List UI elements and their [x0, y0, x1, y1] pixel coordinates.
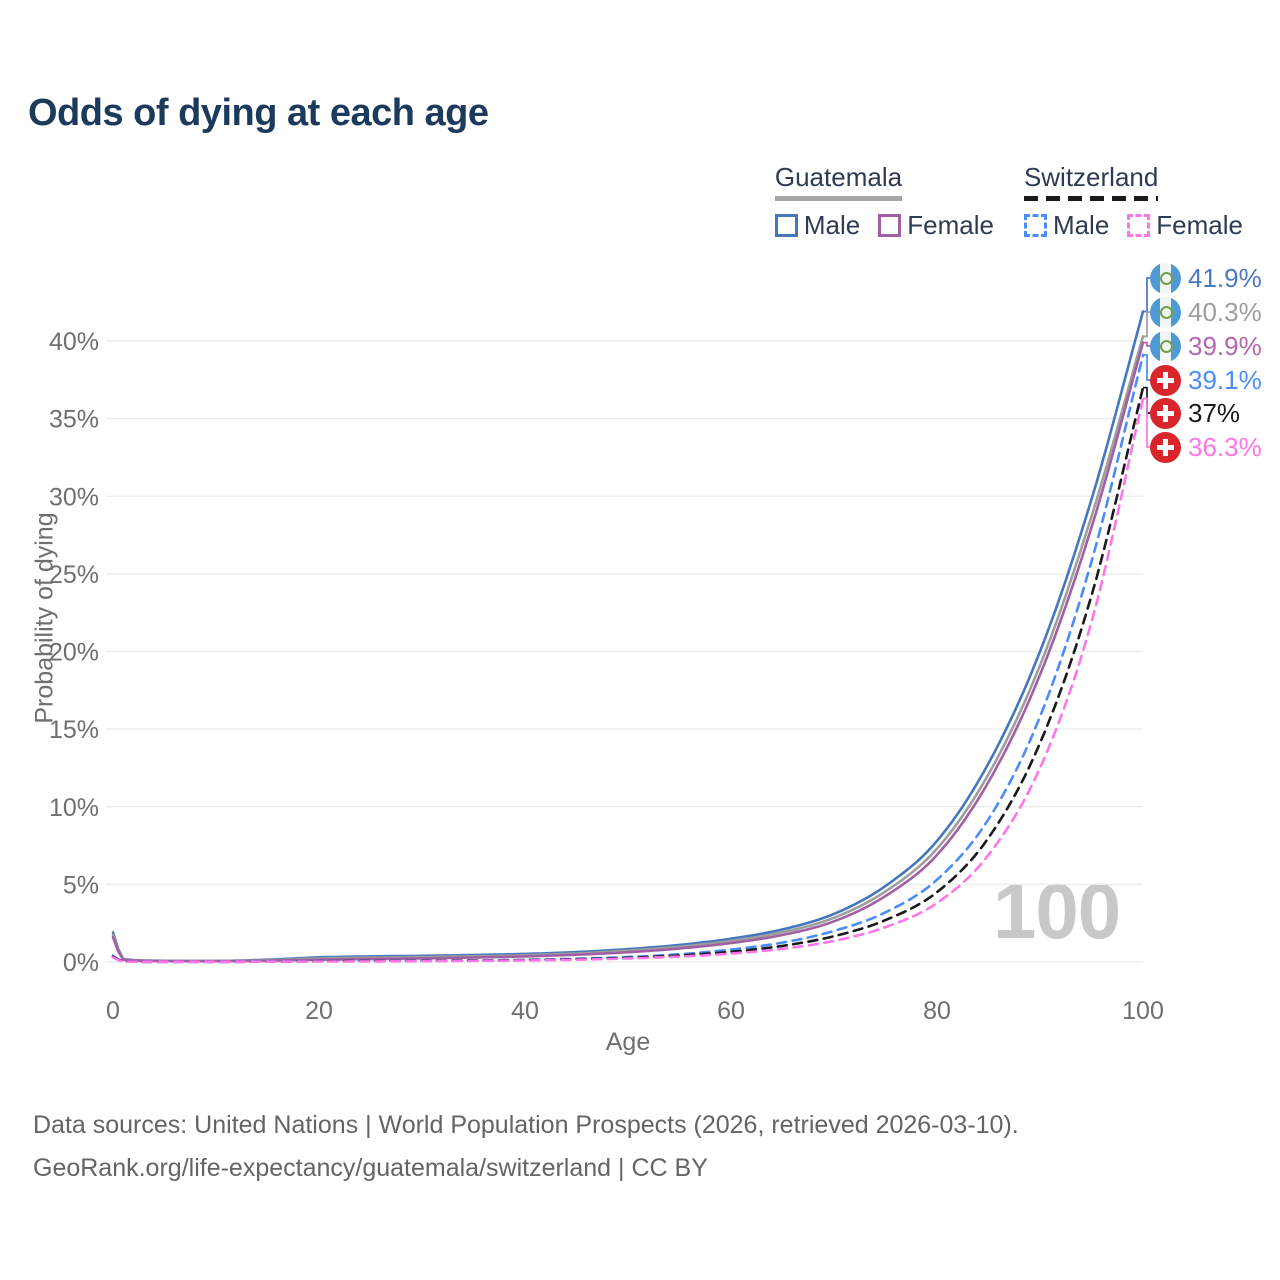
footer-line-2: GeoRank.org/life-expectancy/guatemala/sw… [33, 1154, 708, 1182]
switzerland-flag-icon [1150, 431, 1181, 463]
y-tick-25%: 25% [49, 561, 99, 589]
end-value-switzerland-both: 37% [1188, 397, 1241, 428]
swiss-cross-icon [1157, 377, 1174, 383]
x-axis-title: Age [605, 1028, 651, 1056]
y-tick-15%: 15% [49, 716, 99, 744]
age-watermark: 100 [993, 867, 1121, 955]
legend-group-guatemala-header: Guatemala [774, 162, 903, 201]
checkbox-switzerland-male[interactable] [1023, 214, 1047, 237]
legend-group-switzerland-header: Switzerland [1023, 162, 1159, 201]
x-tick-40: 40 [511, 997, 539, 1025]
series-line-switzerland-both-sexes[interactable] [111, 386, 1145, 964]
y-tick-40%: 40% [49, 328, 99, 356]
legend-items-guatemala: Male Female [774, 210, 994, 241]
legend-item-switzerland-female[interactable]: Female [1127, 210, 1243, 241]
end-value-guatemala-both: 40.3% [1188, 296, 1262, 327]
leader-lines [1143, 277, 1151, 448]
y-tick-30%: 30% [49, 483, 99, 511]
guatemala-emblem-icon [1159, 306, 1173, 319]
legend-item-switzerland-male[interactable]: Male [1023, 210, 1110, 241]
series-line-switzerland-female[interactable] [111, 397, 1145, 964]
leader-line-1 [1143, 311, 1151, 338]
legend-group-guatemala: Guatemala Male Female [774, 162, 994, 241]
legend-underline-solid [774, 196, 903, 201]
checkbox-switzerland-female[interactable] [1127, 214, 1151, 237]
guatemala-flag-icon [1150, 262, 1181, 294]
series-lines [111, 310, 1145, 964]
x-tick-0: 0 [106, 997, 120, 1025]
legend-label-switzerland-male: Male [1052, 210, 1110, 240]
end-label-guatemala-both: 40.3% [1150, 295, 1262, 329]
end-value-guatemala-female: 39.9% [1188, 330, 1262, 361]
end-label-switzerland-both: 37% [1150, 396, 1240, 430]
y-gridlines [106, 340, 1143, 963]
y-tick-0%: 0% [63, 949, 99, 977]
leader-line-3 [1143, 354, 1151, 381]
guatemala-emblem-icon [1159, 272, 1173, 285]
legend-label-guatemala-male: Male [803, 210, 861, 240]
end-value-switzerland-male: 39.1% [1188, 364, 1262, 395]
footer-line-1: Data sources: United Nations | World Pop… [33, 1111, 1019, 1139]
page-title: Odds of dying at each age [28, 92, 489, 134]
leader-line-0 [1143, 277, 1151, 313]
end-value-guatemala-male: 41.9% [1188, 262, 1262, 293]
end-value-switzerland-female: 36.3% [1188, 431, 1262, 462]
x-tick-80: 80 [923, 997, 951, 1025]
guatemala-emblem-icon [1159, 340, 1173, 353]
series-line-guatemala-male[interactable] [111, 310, 1145, 963]
series-line-guatemala-both-sexes[interactable] [111, 335, 1145, 963]
legend-label-guatemala-female: Female [907, 210, 994, 240]
series-line-switzerland-male[interactable] [111, 353, 1145, 964]
leader-line-2 [1143, 341, 1151, 347]
legend-underline-dashed [1023, 196, 1159, 201]
chart-legend: Guatemala Male Female Switzerland [774, 162, 1243, 241]
swiss-cross-icon [1157, 444, 1174, 450]
leader-line-5 [1143, 397, 1151, 448]
legend-item-guatemala-male[interactable]: Male [774, 210, 861, 241]
y-tick-35%: 35% [49, 406, 99, 434]
y-tick-10%: 10% [49, 794, 99, 822]
legend-items-switzerland: Male Female [1023, 210, 1243, 241]
guatemala-flag-icon [1150, 296, 1181, 328]
legend-title-switzerland: Switzerland [1023, 162, 1159, 192]
checkbox-guatemala-male[interactable] [774, 214, 798, 237]
end-label-switzerland-female: 36.3% [1150, 430, 1262, 464]
legend-item-guatemala-female[interactable]: Female [878, 210, 994, 241]
legend-label-switzerland-female: Female [1156, 210, 1243, 240]
x-tick-20: 20 [305, 997, 333, 1025]
switzerland-flag-icon [1150, 364, 1181, 396]
checkbox-guatemala-female[interactable] [878, 214, 902, 237]
switzerland-flag-icon [1150, 397, 1181, 429]
data-source-footer: Data sources: United Nations | World Pop… [33, 1104, 1019, 1190]
y-tick-5%: 5% [63, 871, 99, 899]
end-label-guatemala-male: 41.9% [1150, 261, 1262, 295]
swiss-cross-icon [1157, 410, 1174, 416]
y-axis-title: Probability of dying [30, 512, 59, 724]
legend-title-guatemala: Guatemala [774, 162, 903, 192]
end-label-switzerland-male: 39.1% [1150, 363, 1262, 397]
x-tick-60: 60 [717, 997, 745, 1025]
guatemala-flag-icon [1150, 330, 1181, 362]
x-tick-labels: 0 20 40 60 80 100 [106, 997, 1164, 1025]
y-tick-20%: 20% [49, 639, 99, 667]
x-tick-100: 100 [1122, 997, 1164, 1025]
y-tick-labels: 0% 5% 10% 15% 20% 25% 30% 35% 40% [49, 328, 99, 977]
end-label-guatemala-female: 39.9% [1150, 329, 1262, 363]
legend-group-switzerland: Switzerland Male Female [1023, 162, 1243, 241]
